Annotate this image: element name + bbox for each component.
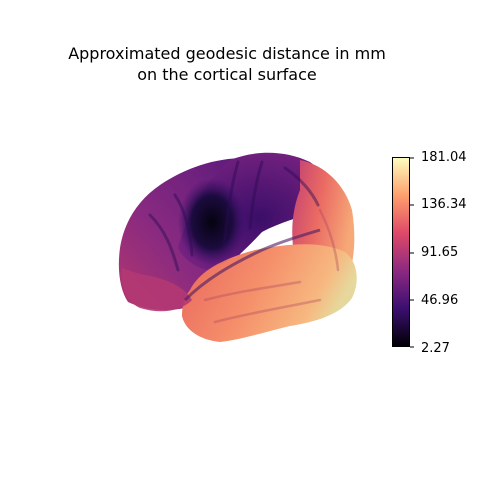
temporal-sulci-lines <box>203 208 340 324</box>
colorbar-tick-label: 91.65 <box>421 245 459 260</box>
figure-title-line-2: on the cortical surface <box>137 65 317 84</box>
colorbar-tick-label: 46.96 <box>421 293 459 308</box>
colorbar <box>392 157 410 347</box>
sulci-lines <box>148 160 320 272</box>
sylvian-fissure <box>183 228 321 302</box>
colorbar-tick-label: 2.27 <box>421 341 450 356</box>
orbitofrontal-region <box>121 268 192 312</box>
distance-source-core <box>178 178 246 266</box>
colorbar-tick-label: 136.34 <box>421 197 467 212</box>
figure-title-line-1: Approximated geodesic distance in mm <box>68 44 386 63</box>
colorbar-tick-label: 181.04 <box>421 150 467 165</box>
